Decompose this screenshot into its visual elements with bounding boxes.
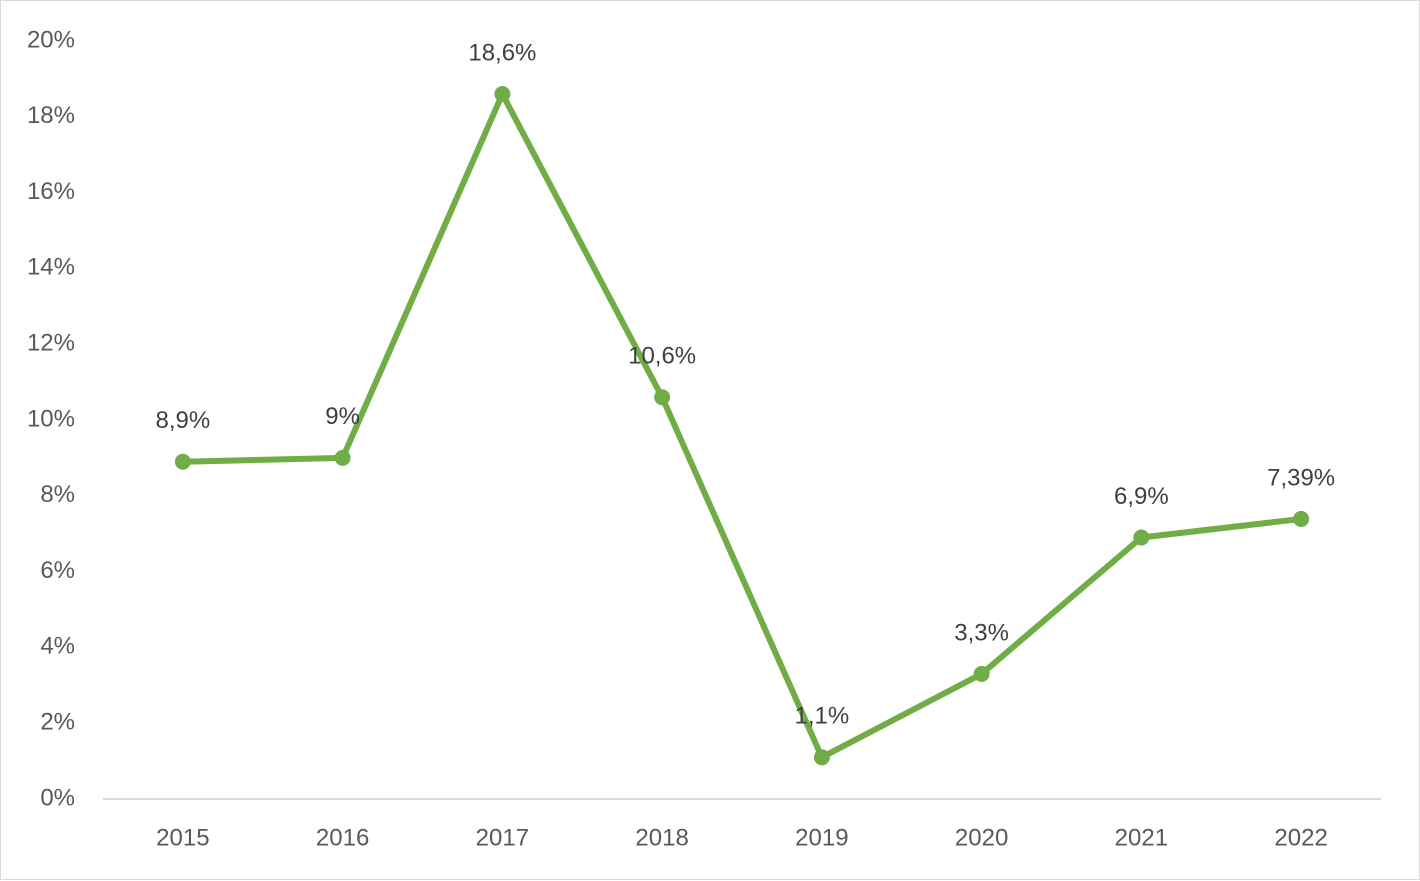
data-point [654,389,671,406]
data-label: 8,9% [156,407,211,434]
x-tick-label: 2015 [156,824,209,851]
data-label: 7,39% [1267,464,1335,491]
data-point [334,449,351,466]
y-tick-label: 18% [27,102,75,129]
series-points [174,86,1310,766]
x-tick-label: 2022 [1274,824,1327,851]
y-tick-label: 4% [40,633,75,660]
data-label: 6,9% [1114,483,1169,510]
x-tick-label: 2020 [955,824,1008,851]
data-point [174,453,191,470]
data-label: 1,1% [795,703,850,730]
data-label: 9% [325,403,360,430]
y-tick-label: 0% [40,784,75,811]
x-tick-label: 2016 [316,824,369,851]
y-tick-label: 10% [27,405,75,432]
data-point [1293,510,1310,527]
data-point [494,86,511,103]
y-tick-label: 14% [27,254,75,281]
y-tick-label: 20% [27,26,75,53]
y-tick-label: 16% [27,178,75,205]
y-tick-label: 8% [40,481,75,508]
data-label: 18,6% [468,39,536,66]
y-tick-label: 6% [40,557,75,584]
y-tick-label: 12% [27,330,75,357]
x-axis-ticks: 2015 2016 2017 2018 2019 2020 2021 2022 [156,824,1328,851]
x-tick-label: 2018 [635,824,688,851]
x-tick-label: 2017 [476,824,529,851]
data-label: 3,3% [954,619,1009,646]
x-tick-label: 2021 [1115,824,1168,851]
series-line [179,91,1305,761]
data-point [813,749,830,766]
data-point [973,665,990,682]
y-axis-ticks: 0% 2% 4% 6% 8% 10% 12% 14% 16% 18% 20% [27,26,75,811]
data-label: 10,6% [628,343,696,370]
x-tick-label: 2019 [795,824,848,851]
data-labels: 8,9% 9% 18,6% 10,6% 1,1% 3,3% 6,9% 7,39% [156,39,1336,729]
y-tick-label: 2% [40,709,75,736]
data-point [1133,529,1150,546]
